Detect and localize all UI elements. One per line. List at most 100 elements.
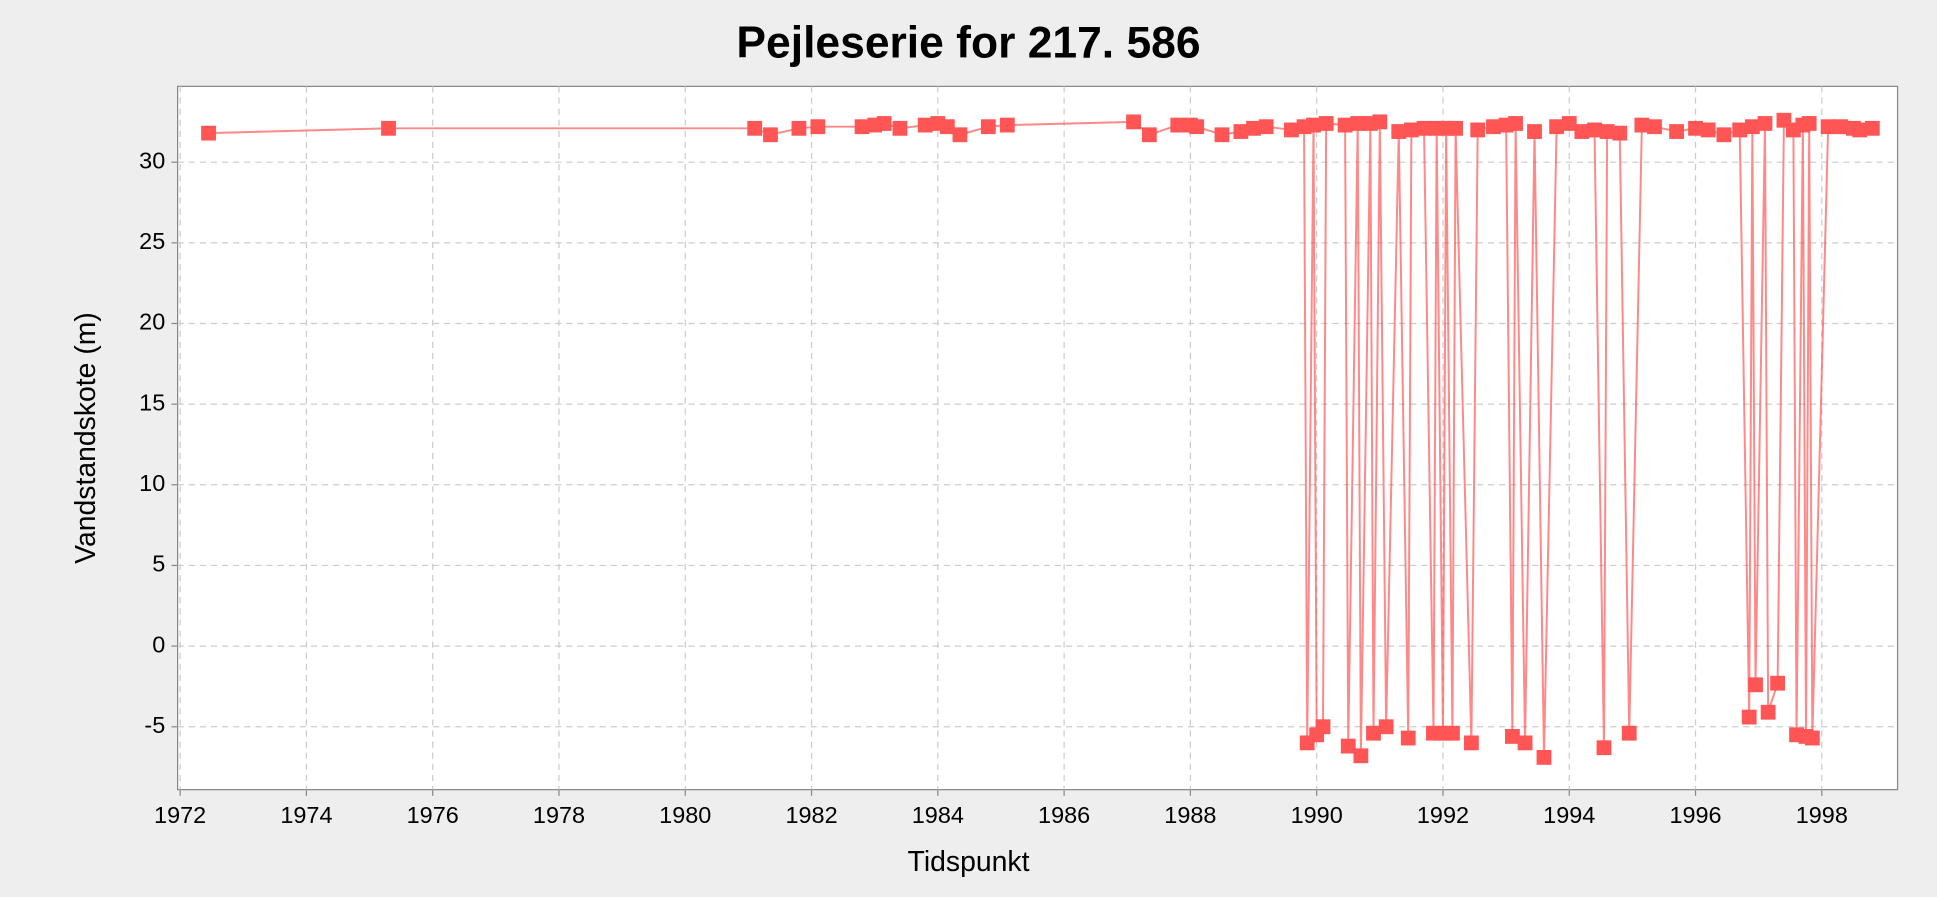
y-axis-label: Vandstandskote (m): [70, 312, 102, 564]
data-point: [999, 117, 1015, 133]
data-point: [1445, 725, 1460, 741]
data-point: [1700, 122, 1716, 138]
x-tick-label: 1984: [912, 802, 964, 828]
data-point: [1508, 116, 1523, 131]
data-point: [1744, 119, 1760, 135]
data-point: [1486, 119, 1501, 135]
chart-title: Pejleserie for 217. 586: [736, 18, 1200, 67]
data-point: [1505, 729, 1520, 744]
data-point: [1536, 749, 1552, 765]
data-point: [1353, 748, 1369, 764]
data-point: [1517, 735, 1533, 751]
data-point: [1804, 730, 1820, 746]
data-point: [1416, 120, 1432, 136]
data-point: [1391, 124, 1407, 139]
x-axis-label: Tidspunkt: [908, 846, 1030, 878]
data-point: [917, 117, 933, 133]
data-point: [1350, 116, 1366, 131]
x-tick-label: 1994: [1543, 802, 1595, 828]
data-point: [1612, 125, 1628, 141]
data-point: [201, 125, 216, 141]
data-point: [1470, 122, 1486, 138]
data-point: [1634, 117, 1650, 133]
data-point: [1760, 704, 1776, 720]
data-point: [1770, 675, 1786, 691]
data-point: [1621, 725, 1637, 741]
data-point: [1141, 127, 1157, 143]
data-point: [854, 119, 870, 135]
x-tick-label: 1990: [1291, 802, 1343, 828]
y-tick-label: 10: [139, 470, 165, 496]
data-point: [1378, 719, 1394, 735]
data-point: [1337, 117, 1353, 133]
data-point: [892, 120, 908, 136]
x-tick-label: 1980: [659, 802, 711, 828]
data-point: [1284, 122, 1299, 138]
data-point: [1596, 740, 1612, 756]
data-point: [1852, 122, 1868, 138]
data-point: [939, 119, 955, 135]
data-point: [1318, 116, 1334, 131]
data-point: [791, 120, 807, 136]
x-tick-label: 1976: [407, 802, 459, 828]
y-tick-label: -5: [144, 712, 165, 738]
x-tick-label: 1978: [533, 802, 585, 828]
y-tick-label: 20: [139, 309, 165, 335]
x-tick-label: 1996: [1669, 802, 1721, 828]
data-point: [1366, 725, 1381, 741]
data-point: [381, 120, 396, 136]
data-point: [1189, 119, 1205, 135]
data-point: [1214, 127, 1230, 143]
data-point: [1587, 122, 1602, 138]
data-point: [1306, 117, 1321, 133]
data-point: [1448, 120, 1463, 136]
data-point: [1258, 119, 1274, 135]
data-point: [1757, 116, 1773, 131]
x-tick-label: 1998: [1796, 802, 1848, 828]
data-point: [747, 120, 763, 136]
data-point: [1527, 124, 1542, 139]
data-point: [1372, 114, 1388, 130]
x-tick-label: 1992: [1417, 802, 1469, 828]
x-tick-label: 1986: [1038, 802, 1090, 828]
plot-area: [176, 85, 1899, 791]
data-point: [1833, 119, 1849, 135]
data-point: [1599, 124, 1615, 139]
data-point: [1820, 119, 1836, 135]
x-tick-label: 1972: [154, 802, 206, 828]
data-point: [1669, 124, 1684, 139]
data-point: [1864, 120, 1880, 136]
x-tick-label: 1974: [280, 802, 332, 828]
data-point: [1315, 719, 1331, 735]
data-point: [1574, 124, 1590, 139]
data-point: [810, 119, 826, 135]
x-tick-label: 1988: [1164, 802, 1216, 828]
data-point: [1549, 119, 1565, 135]
y-tick-label: 5: [152, 551, 165, 577]
data-point: [1463, 735, 1479, 751]
data-point: [1233, 124, 1249, 139]
data-point: [1748, 677, 1763, 693]
x-tick-label: 1982: [785, 802, 837, 828]
data-point: [1716, 127, 1732, 143]
data-point: [1126, 114, 1141, 130]
y-tick-label: 0: [152, 631, 165, 657]
data-point: [952, 127, 968, 143]
data-point: [1403, 122, 1419, 138]
data-point: [1340, 738, 1356, 754]
data-point: [1647, 119, 1662, 135]
data-point: [876, 116, 892, 131]
y-tick-label: 30: [139, 147, 165, 173]
data-point: [763, 127, 778, 143]
data-point: [980, 119, 996, 135]
data-point: [1170, 117, 1186, 133]
y-tick-label: 15: [139, 389, 165, 415]
data-point: [1400, 730, 1416, 746]
data-point: [1741, 709, 1757, 725]
data-point: [1801, 116, 1817, 131]
data-point: [1561, 116, 1577, 131]
data-point: [1246, 120, 1261, 136]
data-point: [1688, 120, 1703, 136]
data-point: [1732, 122, 1748, 138]
